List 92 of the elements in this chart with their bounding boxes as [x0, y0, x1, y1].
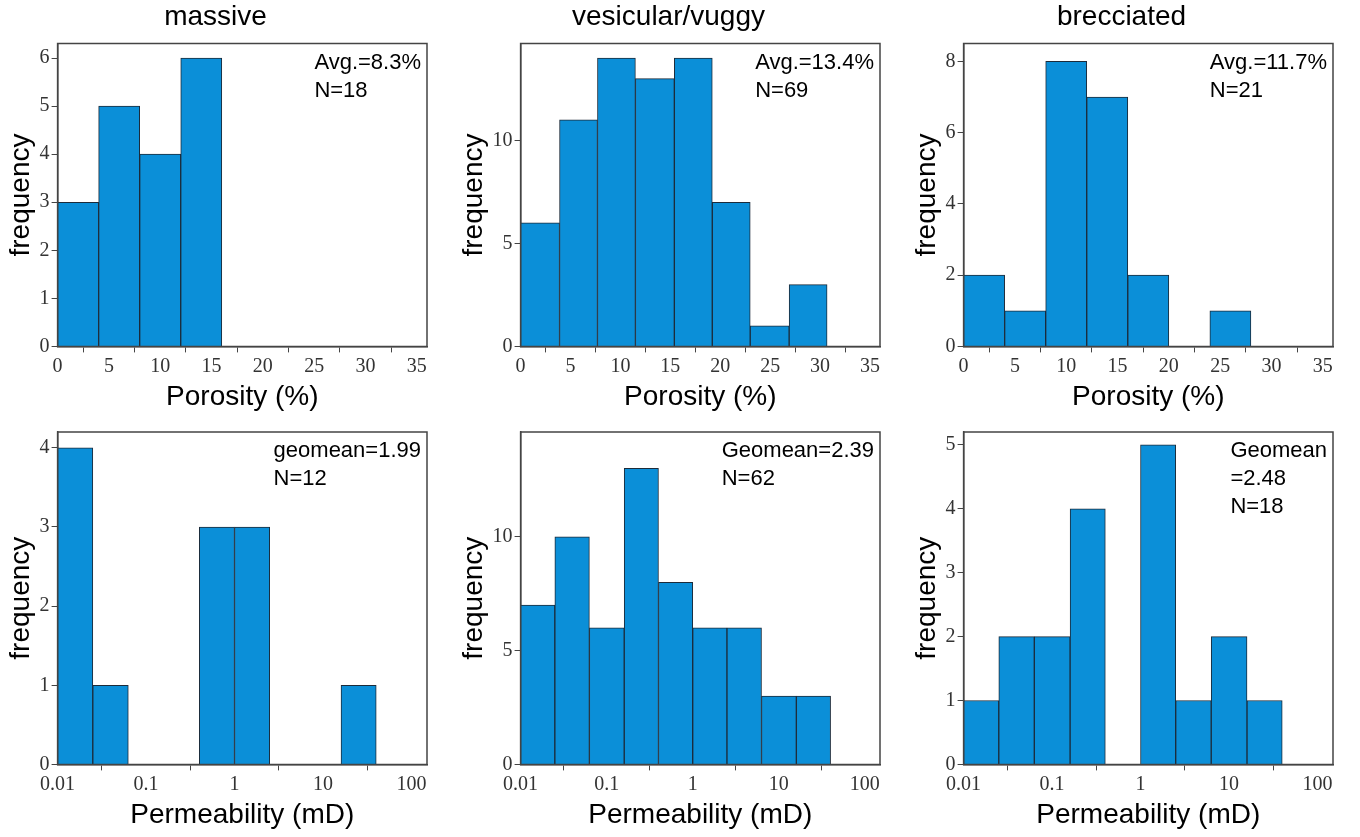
y-tick-label: 4 — [945, 191, 956, 214]
x-axis-title: Permeability (mD) — [130, 797, 355, 829]
annotation: N=18 — [314, 76, 368, 102]
y-tick-label: 2 — [39, 593, 50, 616]
y-tick-label: 2 — [39, 237, 50, 260]
x-tick-label: 10 — [150, 353, 171, 376]
y-tick-label: 4 — [39, 141, 50, 164]
y-tick-label: 5 — [502, 230, 513, 253]
x-tick-label: 0.01 — [503, 771, 539, 794]
x-tick-label: 100 — [396, 771, 427, 794]
annotation: Geomean =2.48 — [1230, 437, 1328, 491]
y-tick-label: 5 — [945, 432, 956, 455]
y-tick-label: 8 — [945, 48, 956, 71]
y-tick-label: 5 — [39, 93, 50, 116]
annotation: N=62 — [721, 465, 775, 491]
x-tick-label: 1 — [229, 771, 240, 794]
y-tick-label: 2 — [945, 623, 956, 646]
chart-title: brecciated — [1056, 0, 1187, 31]
y-tick-label: 0 — [39, 751, 50, 774]
y-axis-title: frequency — [3, 536, 35, 660]
x-tick-label: 0.1 — [594, 771, 620, 794]
y-tick-label: 1 — [39, 285, 50, 308]
x-tick-label: 15 — [660, 353, 681, 376]
y-tick-label: 6 — [945, 119, 956, 142]
chart-title: vesicular/vuggy — [572, 0, 765, 31]
annotation: Geomean=2.39 — [721, 437, 874, 463]
x-tick-label: 30 — [1261, 353, 1282, 376]
x-tick-label: 15 — [201, 353, 222, 376]
annotation: Avg.=11.7% — [1209, 48, 1327, 74]
chart-title: massive — [164, 0, 267, 31]
x-tick-label: 5 — [103, 353, 114, 376]
x-tick-label: 30 — [355, 353, 376, 376]
y-tick-label: 10 — [492, 127, 513, 150]
x-tick-label: 0.01 — [40, 771, 76, 794]
annotation: Avg.=13.4% — [755, 48, 875, 74]
y-axis-title: frequency — [909, 536, 941, 660]
x-tick-label: 10 — [768, 771, 789, 794]
y-tick-label: 3 — [39, 189, 50, 212]
x-tick-label: 100 — [849, 771, 880, 794]
x-tick-label: 100 — [1302, 771, 1333, 794]
x-axis-title: Porosity (%) — [166, 379, 319, 411]
x-axis-title: Permeability (mD) — [1036, 797, 1261, 829]
y-tick-label: 2 — [945, 262, 956, 285]
y-tick-label: 6 — [39, 45, 50, 68]
y-tick-label: 4 — [945, 495, 956, 518]
x-tick-label: 35 — [860, 353, 881, 376]
y-tick-label: 0 — [502, 751, 513, 774]
y-tick-label: 3 — [39, 514, 50, 537]
y-axis-title: frequency — [456, 133, 488, 257]
x-tick-label: 25 — [760, 353, 781, 376]
x-tick-label: 10 — [610, 353, 631, 376]
x-tick-label: 20 — [1158, 353, 1179, 376]
y-tick-label: 0 — [502, 333, 513, 356]
y-axis-title: frequency — [909, 133, 941, 257]
annotation: N=69 — [755, 76, 809, 102]
y-axis-title: frequency — [3, 133, 35, 257]
x-tick-label: 5 — [565, 353, 576, 376]
x-tick-label: 0.01 — [946, 771, 982, 794]
x-tick-label: 1 — [1135, 771, 1146, 794]
x-axis-title: Porosity (%) — [624, 379, 777, 411]
y-tick-label: 0 — [945, 333, 956, 356]
x-tick-label: 10 — [312, 771, 333, 794]
annotation: N=21 — [1209, 76, 1263, 102]
y-tick-label: 1 — [945, 687, 956, 710]
x-axis-title: Permeability (mD) — [588, 797, 813, 829]
x-axis-title: Porosity (%) — [1072, 379, 1225, 411]
x-tick-label: 5 — [1009, 353, 1020, 376]
x-tick-label: 1 — [687, 771, 698, 794]
y-tick-label: 0 — [945, 751, 956, 774]
x-tick-label: 0.1 — [133, 771, 159, 794]
x-tick-label: 35 — [406, 353, 427, 376]
y-axis-title: frequency — [456, 536, 488, 660]
annotation: geomean=1.99 — [273, 437, 421, 463]
y-tick-label: 10 — [492, 523, 513, 546]
annotation: Avg.=8.3% — [314, 48, 422, 74]
y-tick-label: 4 — [39, 435, 50, 458]
y-tick-label: 0 — [39, 333, 50, 356]
annotation: N=12 — [273, 465, 327, 491]
y-tick-label: 3 — [945, 559, 956, 582]
x-tick-label: 15 — [1107, 353, 1128, 376]
x-tick-label: 25 — [1210, 353, 1231, 376]
y-tick-label: 5 — [502, 637, 513, 660]
annotation: N=18 — [1230, 493, 1284, 519]
x-tick-label: 20 — [710, 353, 731, 376]
y-tick-label: 1 — [39, 672, 50, 695]
x-tick-label: 0.1 — [1039, 771, 1065, 794]
x-tick-label: 25 — [304, 353, 325, 376]
x-tick-label: 10 — [1218, 771, 1239, 794]
x-tick-label: 35 — [1312, 353, 1333, 376]
x-tick-label: 30 — [810, 353, 831, 376]
x-tick-label: 20 — [252, 353, 273, 376]
x-tick-label: 10 — [1056, 353, 1077, 376]
